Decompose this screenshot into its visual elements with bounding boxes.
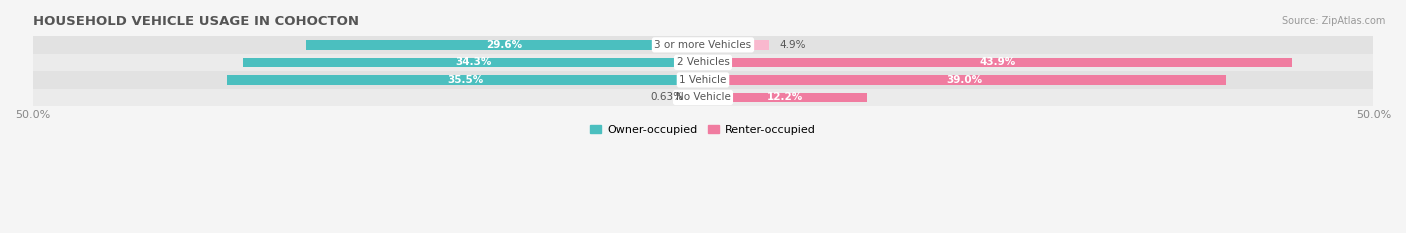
Text: 35.5%: 35.5% <box>447 75 484 85</box>
Bar <box>703 93 866 102</box>
Text: 4.9%: 4.9% <box>779 40 806 50</box>
Bar <box>32 71 1374 89</box>
Bar <box>32 54 1374 71</box>
Text: Source: ZipAtlas.com: Source: ZipAtlas.com <box>1281 16 1385 26</box>
Text: 12.2%: 12.2% <box>766 93 803 103</box>
Bar <box>307 40 703 50</box>
Text: 2 Vehicles: 2 Vehicles <box>676 57 730 67</box>
Text: 0.63%: 0.63% <box>651 93 683 103</box>
Text: No Vehicle: No Vehicle <box>675 93 731 103</box>
Bar <box>32 36 1374 54</box>
Bar <box>703 40 769 50</box>
Bar <box>695 93 703 102</box>
Text: 3 or more Vehicles: 3 or more Vehicles <box>654 40 752 50</box>
Text: 1 Vehicle: 1 Vehicle <box>679 75 727 85</box>
Bar <box>243 58 703 67</box>
Text: 39.0%: 39.0% <box>946 75 983 85</box>
Text: HOUSEHOLD VEHICLE USAGE IN COHOCTON: HOUSEHOLD VEHICLE USAGE IN COHOCTON <box>32 15 359 28</box>
Text: 34.3%: 34.3% <box>456 57 491 67</box>
Bar <box>703 58 1292 67</box>
Text: 29.6%: 29.6% <box>486 40 523 50</box>
Legend: Owner-occupied, Renter-occupied: Owner-occupied, Renter-occupied <box>586 120 820 139</box>
Bar <box>32 89 1374 106</box>
Bar <box>703 75 1226 85</box>
Text: 43.9%: 43.9% <box>979 57 1015 67</box>
Bar <box>226 75 703 85</box>
